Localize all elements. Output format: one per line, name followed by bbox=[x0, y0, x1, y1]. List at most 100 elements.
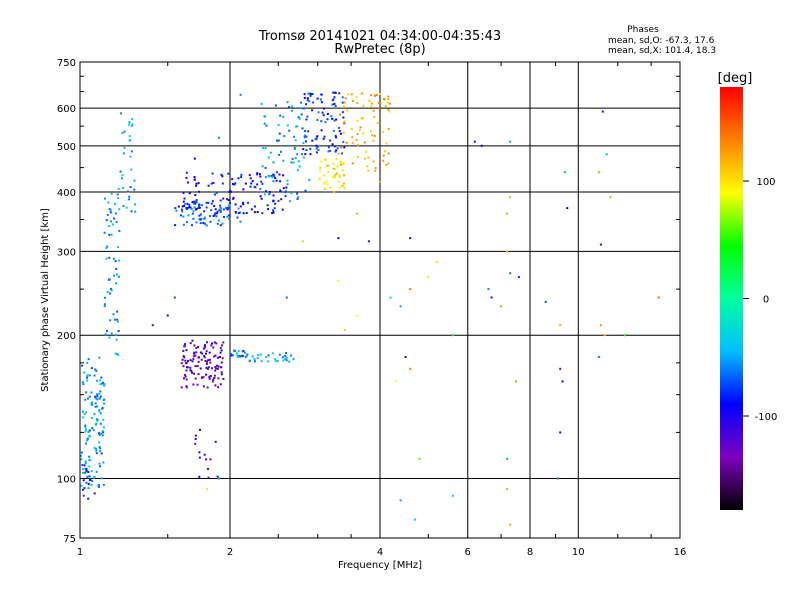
echo-point bbox=[80, 451, 83, 454]
echo-point bbox=[221, 175, 224, 178]
echo-point bbox=[117, 246, 119, 249]
echo-point bbox=[235, 352, 238, 355]
echo-point bbox=[91, 479, 94, 482]
echo-point bbox=[657, 296, 660, 299]
echo-point bbox=[336, 165, 339, 168]
echo-point bbox=[370, 105, 373, 108]
echo-point bbox=[82, 383, 85, 386]
echo-point bbox=[103, 384, 106, 386]
colorbar-tick-label: -100 bbox=[755, 412, 778, 423]
echo-point bbox=[387, 108, 390, 111]
echo-point bbox=[83, 464, 86, 467]
echo-point bbox=[104, 333, 107, 336]
echo-point bbox=[261, 212, 264, 215]
echo-point bbox=[180, 386, 183, 389]
echo-point bbox=[244, 182, 247, 185]
y-tick-label: 75 bbox=[63, 534, 76, 545]
echo-point bbox=[301, 127, 304, 130]
echo-point bbox=[317, 149, 320, 151]
echo-point bbox=[92, 428, 95, 431]
echo-point bbox=[337, 237, 340, 240]
echo-point bbox=[264, 167, 267, 169]
echo-point bbox=[333, 119, 336, 122]
echo-point bbox=[85, 481, 88, 484]
echo-point bbox=[208, 377, 211, 380]
echo-point bbox=[202, 347, 205, 350]
echo-point bbox=[193, 352, 196, 355]
echo-point bbox=[106, 330, 108, 332]
echo-point bbox=[195, 208, 198, 210]
echo-point bbox=[372, 139, 375, 142]
y-tick-label: 300 bbox=[57, 247, 76, 258]
echo-point bbox=[129, 155, 132, 158]
echo-point bbox=[311, 139, 314, 142]
echo-point bbox=[210, 209, 213, 212]
echo-point bbox=[451, 494, 454, 497]
echo-point bbox=[281, 208, 284, 211]
echo-point bbox=[320, 129, 323, 132]
echo-point bbox=[101, 430, 104, 433]
echo-point bbox=[274, 202, 277, 205]
echo-point bbox=[370, 94, 373, 97]
echo-point bbox=[272, 180, 275, 183]
echo-point bbox=[293, 135, 295, 138]
echo-point bbox=[185, 369, 188, 372]
echo-point bbox=[236, 354, 239, 357]
echo-point bbox=[326, 113, 329, 115]
echo-point bbox=[228, 217, 231, 220]
echo-point bbox=[306, 97, 309, 100]
echo-point bbox=[394, 380, 397, 383]
echo-point bbox=[599, 243, 602, 246]
echo-point bbox=[102, 399, 105, 401]
echo-point bbox=[282, 115, 285, 118]
echo-point bbox=[285, 359, 288, 362]
echo-point bbox=[342, 116, 345, 119]
echo-point bbox=[205, 373, 208, 376]
x-tick-label: 4 bbox=[377, 547, 383, 558]
echo-point bbox=[343, 146, 346, 149]
echo-point bbox=[115, 267, 118, 270]
echo-point bbox=[296, 197, 299, 200]
echo-point bbox=[118, 208, 121, 211]
echo-point bbox=[265, 124, 268, 127]
echo-point bbox=[94, 397, 97, 400]
echo-point bbox=[327, 170, 330, 173]
echo-point bbox=[309, 94, 312, 97]
echo-point bbox=[272, 200, 275, 203]
echo-point bbox=[373, 135, 376, 137]
echo-point bbox=[601, 110, 604, 113]
echo-point bbox=[362, 104, 365, 107]
echo-point bbox=[198, 475, 201, 478]
echo-point bbox=[216, 364, 218, 367]
echo-point bbox=[114, 202, 116, 205]
echo-point bbox=[128, 139, 131, 142]
echo-point bbox=[296, 125, 299, 128]
y-tick-label: 500 bbox=[57, 142, 76, 153]
echo-point bbox=[324, 158, 327, 161]
echo-point bbox=[185, 176, 188, 179]
echo-point bbox=[623, 334, 626, 337]
echo-point bbox=[284, 354, 287, 357]
echo-point bbox=[130, 124, 133, 127]
echo-point bbox=[297, 116, 300, 119]
echo-point bbox=[104, 197, 106, 200]
echo-point bbox=[285, 352, 288, 354]
echo-point bbox=[346, 109, 349, 112]
echo-point bbox=[103, 231, 106, 234]
echo-point bbox=[184, 343, 186, 346]
echo-point bbox=[91, 401, 93, 404]
echo-point bbox=[95, 418, 98, 421]
echo-point bbox=[85, 442, 87, 445]
echo-point bbox=[110, 192, 113, 195]
echo-point bbox=[327, 164, 330, 167]
echo-point bbox=[234, 212, 237, 215]
echo-point bbox=[184, 203, 187, 206]
echo-point bbox=[99, 390, 102, 393]
echo-point bbox=[350, 93, 353, 96]
echo-point bbox=[367, 240, 370, 243]
echo-point bbox=[108, 208, 111, 210]
echo-point bbox=[304, 189, 307, 192]
echo-point bbox=[108, 336, 111, 339]
echo-point bbox=[303, 93, 306, 96]
echo-point bbox=[237, 356, 240, 358]
